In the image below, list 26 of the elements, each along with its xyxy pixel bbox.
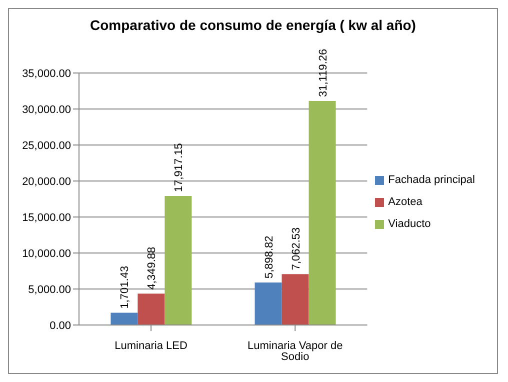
chart-title: Comparativo de consumo de energía ( kw al año) [89,16,417,33]
data-label: 4,349.88 [146,246,158,290]
y-tick-label: 25,000.00 [22,140,71,152]
y-tick-label: 10,000.00 [22,248,71,260]
y-tick-label: 5,000.00 [28,284,71,296]
bar [282,274,309,325]
legend-label: Azotea [388,196,422,208]
y-tick-label: 0.00 [50,320,71,332]
bar [138,294,165,325]
bar [254,282,282,325]
bar [110,312,138,325]
legend-label: Fachada principal [388,174,475,186]
legend-label: Viaducto [388,218,431,230]
data-label: 1,701.43 [119,266,132,309]
data-label: 7,062.53 [290,227,302,270]
y-tick-label: 15,000.00 [22,212,71,224]
bar [164,196,192,325]
data-label: 5,898.82 [263,236,276,279]
y-tick-label: 35,000.00 [22,68,71,80]
y-tick-label: 20,000.00 [22,176,71,188]
bar [308,100,336,325]
x-tick-label: Luminaria LED [114,340,188,352]
data-label: 17,917.15 [173,143,186,192]
x-tick-label: Luminaria Vapor de Sodio [248,340,343,363]
data-label: 31,119.26 [317,48,330,97]
y-tick-label: 30,000.00 [22,104,71,116]
